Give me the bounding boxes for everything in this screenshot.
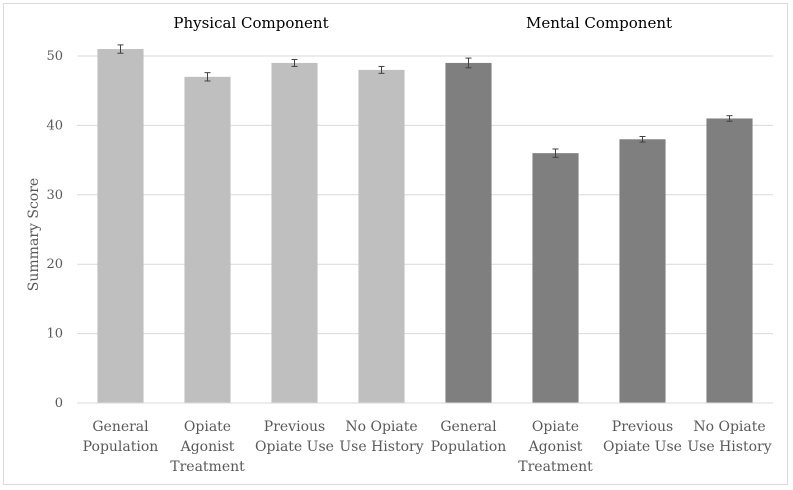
y-tick-label: 0: [55, 396, 63, 411]
group-label: Mental Component: [526, 14, 672, 32]
bar: [358, 69, 405, 403]
bar: [97, 49, 144, 404]
y-tick-label: 50: [46, 49, 63, 64]
x-tick-label: Opiate Agonist Treatment: [170, 419, 245, 475]
y-axis-title: Summary Score: [26, 178, 42, 291]
bar: [619, 139, 666, 403]
bar: [706, 118, 753, 404]
y-tick-label: 40: [46, 118, 63, 133]
group-label: Physical Component: [173, 14, 328, 32]
bar: [184, 76, 231, 403]
y-tick-label: 30: [46, 188, 63, 203]
x-tick-label: No Opiate Use History: [339, 419, 423, 455]
bar: [271, 62, 318, 403]
x-tick-label: Opiate Agonist Treatment: [518, 419, 593, 475]
x-tick-label: No Opiate Use History: [687, 419, 771, 455]
x-tick-label: General Population: [83, 419, 159, 455]
bar: [532, 153, 579, 403]
x-tick-label: Previous Opiate Use: [603, 419, 682, 455]
bar: [445, 62, 492, 403]
y-tick-label: 10: [46, 327, 63, 342]
x-tick-label: General Population: [431, 419, 507, 455]
x-tick-label: Previous Opiate Use: [255, 419, 334, 455]
y-tick-label: 20: [46, 257, 63, 272]
